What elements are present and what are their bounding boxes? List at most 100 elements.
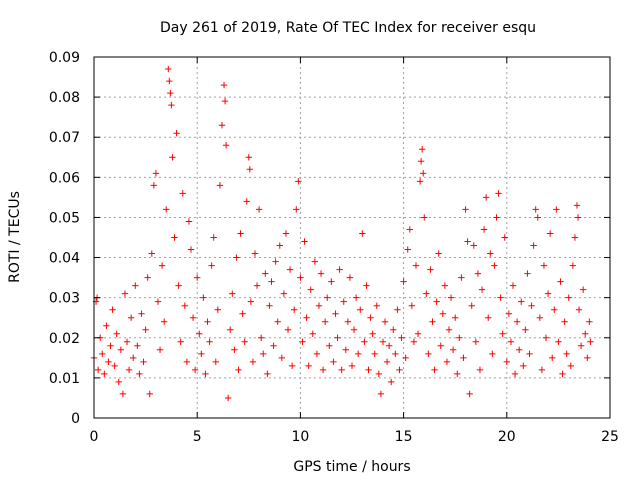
data-point bbox=[127, 314, 135, 321]
data-point bbox=[575, 306, 583, 313]
grid bbox=[94, 57, 610, 418]
data-point bbox=[515, 346, 523, 354]
data-point bbox=[350, 326, 358, 333]
data-point bbox=[369, 330, 376, 337]
data-point bbox=[152, 170, 160, 177]
data-point bbox=[462, 206, 469, 213]
data-point bbox=[177, 338, 184, 345]
data-point bbox=[208, 262, 215, 269]
data-point bbox=[429, 318, 436, 325]
data-point bbox=[179, 190, 186, 197]
y-tick-label: 0.04 bbox=[49, 251, 80, 267]
data-point bbox=[130, 354, 137, 362]
data-point bbox=[282, 230, 290, 237]
data-point bbox=[359, 230, 366, 237]
data-point bbox=[284, 326, 292, 333]
data-point bbox=[146, 390, 153, 398]
y-tick-label: 0.07 bbox=[49, 130, 80, 146]
data-point bbox=[150, 182, 158, 189]
data-point bbox=[520, 362, 527, 370]
data-point bbox=[237, 230, 244, 237]
data-point bbox=[185, 218, 193, 225]
data-point bbox=[243, 198, 250, 205]
x-tick-label: 20 bbox=[498, 429, 516, 445]
data-point bbox=[247, 298, 255, 305]
data-point bbox=[94, 366, 102, 374]
data-point bbox=[497, 294, 504, 301]
data-point bbox=[274, 318, 281, 325]
data-point bbox=[528, 302, 535, 309]
data-point bbox=[291, 306, 298, 313]
data-point bbox=[402, 354, 409, 362]
data-point bbox=[272, 258, 279, 265]
data-point bbox=[313, 350, 321, 358]
data-point bbox=[404, 246, 411, 253]
data-point bbox=[334, 334, 341, 341]
data-point bbox=[107, 342, 114, 349]
data-point bbox=[218, 121, 226, 129]
data-point bbox=[324, 294, 331, 301]
data-point bbox=[212, 358, 219, 366]
data-point bbox=[569, 262, 577, 269]
data-point bbox=[342, 346, 350, 354]
data-point bbox=[167, 89, 174, 97]
data-point bbox=[105, 358, 112, 366]
data-point bbox=[396, 366, 403, 374]
data-point bbox=[476, 366, 484, 374]
data-point bbox=[443, 358, 451, 366]
data-point bbox=[582, 330, 589, 337]
data-point bbox=[385, 342, 393, 349]
data-point bbox=[125, 366, 133, 374]
data-point bbox=[464, 238, 471, 245]
data-point bbox=[507, 338, 515, 345]
data-point bbox=[420, 170, 427, 177]
data-point bbox=[293, 206, 300, 213]
data-point bbox=[534, 214, 541, 221]
data-point bbox=[551, 306, 558, 313]
data-point bbox=[363, 282, 370, 289]
data-point bbox=[200, 294, 207, 301]
data-point bbox=[288, 362, 296, 370]
data-point bbox=[305, 362, 312, 370]
data-point bbox=[115, 378, 122, 386]
data-point bbox=[573, 202, 581, 209]
data-point bbox=[266, 302, 273, 309]
data-point bbox=[216, 182, 224, 189]
data-point bbox=[352, 294, 360, 301]
data-point bbox=[326, 342, 333, 349]
data-point bbox=[286, 266, 294, 273]
data-point bbox=[549, 354, 556, 362]
data-point bbox=[414, 330, 422, 337]
data-point bbox=[165, 65, 172, 73]
data-point bbox=[555, 338, 562, 345]
data-point bbox=[417, 158, 425, 165]
data-point bbox=[101, 370, 108, 378]
data-point bbox=[489, 350, 496, 358]
x-tick-label: 5 bbox=[193, 429, 202, 445]
data-point bbox=[169, 154, 176, 161]
data-point bbox=[336, 266, 343, 273]
data-point bbox=[538, 366, 546, 374]
data-point bbox=[421, 214, 428, 221]
data-point bbox=[460, 354, 467, 362]
data-point bbox=[264, 370, 271, 378]
data-point bbox=[586, 318, 593, 325]
data-point bbox=[427, 266, 434, 273]
data-point bbox=[241, 338, 248, 345]
data-point bbox=[524, 270, 531, 277]
data-point bbox=[109, 306, 116, 313]
data-point bbox=[299, 338, 306, 345]
data-point bbox=[204, 318, 211, 325]
y-tick-label: 0.06 bbox=[49, 170, 80, 186]
data-point bbox=[373, 302, 380, 309]
data-point bbox=[501, 234, 508, 241]
data-point bbox=[246, 166, 254, 173]
data-point bbox=[260, 350, 267, 358]
data-point bbox=[136, 370, 143, 378]
data-point bbox=[441, 282, 449, 289]
x-tick-label: 15 bbox=[395, 429, 413, 445]
y-tick-label: 0.09 bbox=[49, 50, 80, 66]
data-point bbox=[344, 318, 352, 325]
data-point bbox=[379, 338, 387, 345]
